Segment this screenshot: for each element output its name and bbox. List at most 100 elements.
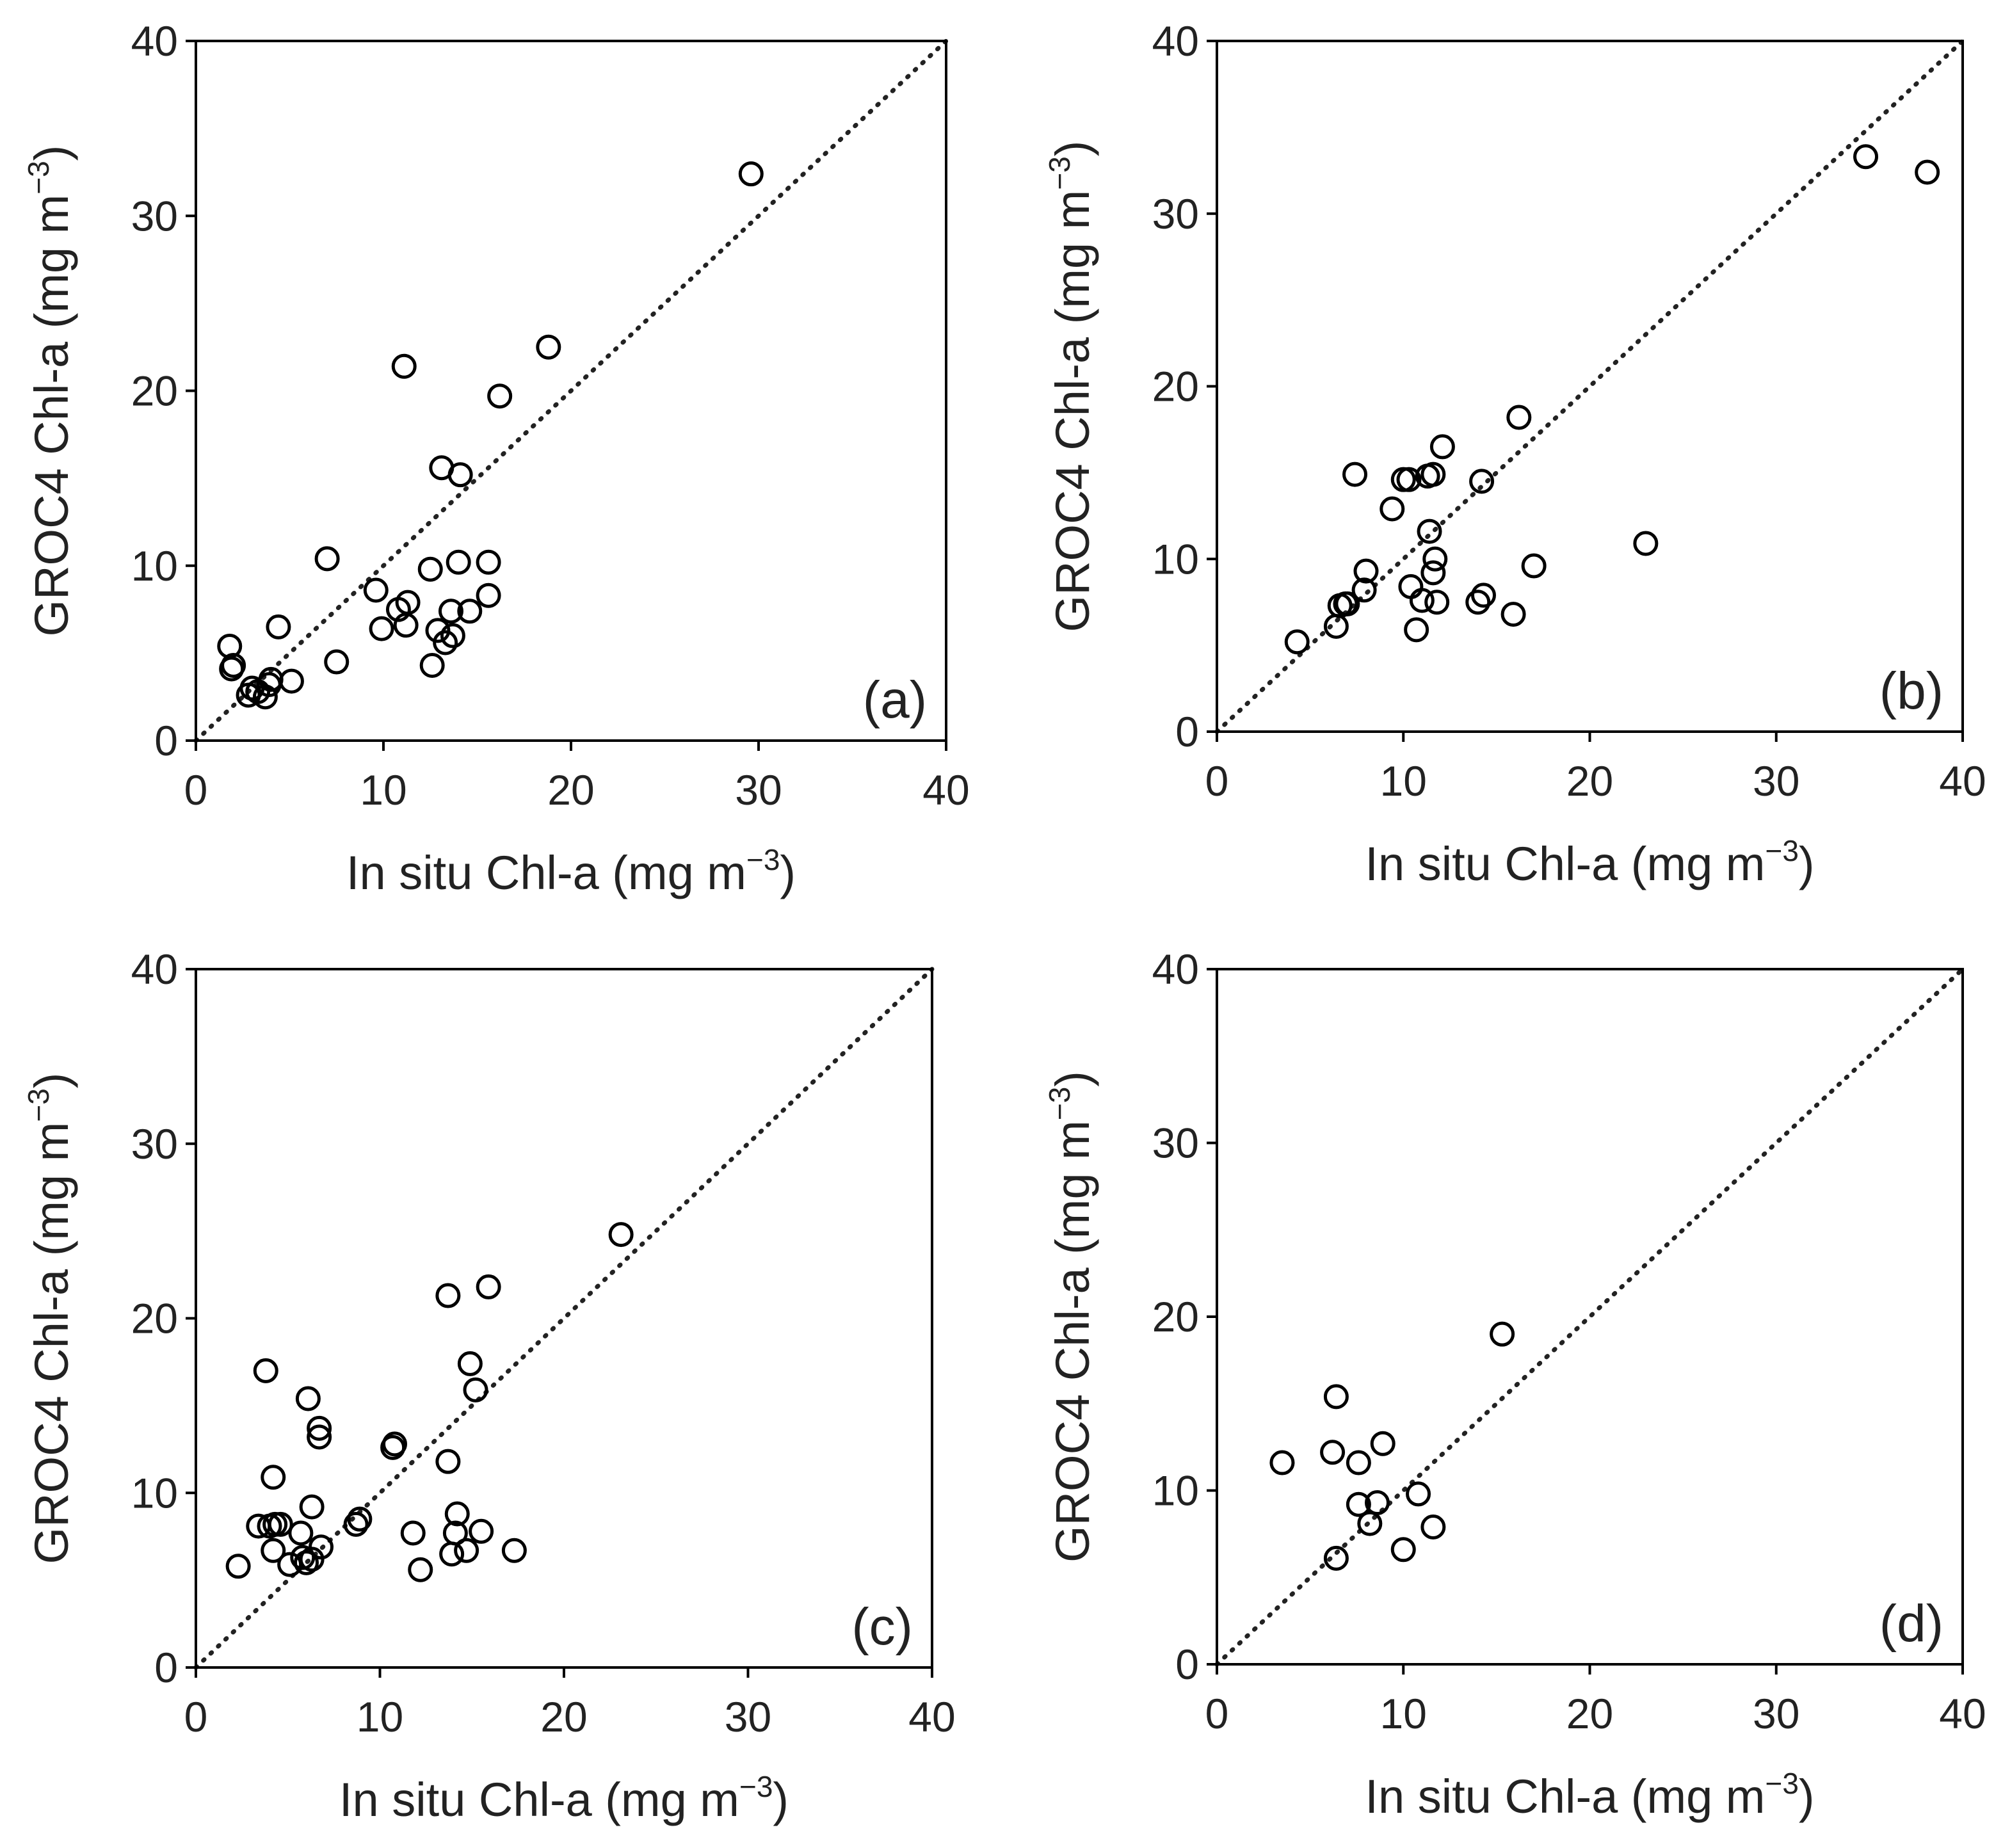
data-point (221, 653, 246, 679)
x-tick-label: 40 (1939, 1690, 1986, 1737)
data-point (476, 549, 501, 575)
x-tick-label: 0 (1205, 1690, 1229, 1737)
data-point (307, 1424, 332, 1450)
data-point (400, 1520, 426, 1546)
y-tick-label: 10 (1152, 1467, 1199, 1515)
data-point (1333, 591, 1358, 616)
data-point (408, 1557, 433, 1582)
y-tick-label: 0 (154, 1644, 178, 1691)
data-point (225, 1554, 251, 1579)
data-point (457, 1351, 483, 1376)
x-tick-label: 20 (1566, 1690, 1613, 1737)
data-point (1470, 583, 1496, 608)
data-point (1409, 588, 1435, 613)
y-tick-label: 30 (131, 192, 178, 239)
one-to-one-line (193, 38, 949, 743)
y-tick-label: 20 (1152, 1293, 1199, 1340)
data-point (380, 1434, 406, 1460)
data-point (476, 1274, 501, 1299)
data-point (1396, 467, 1422, 492)
data-point (608, 1222, 634, 1248)
data-point (1406, 1481, 1431, 1507)
data-point (1370, 1431, 1396, 1456)
data-point (1417, 518, 1442, 544)
data-point (1500, 602, 1526, 627)
data-point (1420, 560, 1446, 586)
data-point (439, 1541, 465, 1567)
y-tick-label: 40 (1152, 17, 1199, 65)
y-axis-title: GROC4 Chl-a (mg m−3) (1043, 1071, 1099, 1563)
one-to-one-line (1214, 967, 1965, 1667)
x-tick-label: 30 (735, 766, 782, 814)
data-point (1320, 1440, 1346, 1465)
x-tick-label: 0 (184, 1693, 208, 1740)
y-axis-title: GROC4 Chl-a (mg m−3) (22, 145, 78, 637)
x-axis-title: In situ Chl-a (mg m−3) (1365, 834, 1814, 890)
data-point (393, 613, 419, 638)
x-axis-title: In situ Chl-a (mg m−3) (1365, 1767, 1814, 1823)
y-tick-label: 40 (1152, 945, 1199, 993)
data-point (454, 1538, 479, 1563)
one-to-one-line (193, 967, 935, 1670)
data-point (278, 668, 304, 694)
panel-label: (b) (1879, 662, 1943, 720)
data-point (299, 1494, 325, 1520)
x-tick-label: 40 (908, 1693, 955, 1740)
data-point (457, 599, 483, 624)
data-point (476, 583, 501, 608)
data-point (536, 334, 561, 360)
scatter-panel-1: 0 10 20 30 40 0 10 20 30 40 (a) In situ Chl-a (mg m… (22, 17, 970, 899)
data-point (309, 1534, 334, 1560)
data-point (1915, 159, 1940, 185)
data-point (1420, 462, 1446, 487)
data-point (1633, 531, 1659, 556)
data-point (487, 383, 513, 409)
x-axis-title: In situ Chl-a (mg m−3) (346, 843, 796, 899)
data-point (1346, 1491, 1371, 1517)
y-tick-label: 30 (1152, 1120, 1199, 1167)
data-point (1269, 1450, 1295, 1475)
x-tick-label: 40 (922, 766, 969, 814)
data-point (440, 623, 465, 648)
data-point (268, 1511, 293, 1537)
data-point (307, 1415, 332, 1441)
data-point (417, 556, 443, 582)
panel-label: (a) (863, 671, 927, 729)
panel-label: (c) (851, 1598, 913, 1656)
data-point (419, 653, 445, 679)
data-point (433, 630, 458, 655)
data-point (266, 614, 291, 639)
x-tick-label: 30 (1753, 1690, 1799, 1737)
scatter-panel-2: 0 10 20 30 40 0 10 20 30 40 (b) In situ Chl-a (mg m… (1043, 17, 1986, 890)
y-tick-label: 30 (131, 1120, 178, 1168)
data-point (236, 682, 261, 708)
data-point (435, 1283, 461, 1308)
data-point (738, 161, 764, 187)
data-point (1422, 546, 1448, 572)
data-point (1465, 590, 1491, 615)
x-tick-label: 30 (1753, 757, 1799, 805)
y-tick-label: 0 (154, 717, 178, 764)
x-tick-label: 0 (184, 766, 208, 814)
x-tick-label: 20 (540, 1693, 587, 1740)
data-point (1521, 553, 1547, 579)
x-tick-label: 30 (725, 1693, 771, 1740)
y-tick-label: 0 (1175, 1641, 1199, 1688)
data-point (1490, 1321, 1515, 1347)
data-point (1853, 144, 1879, 170)
x-tick-label: 0 (1205, 757, 1229, 805)
y-axis-title: GROC4 Chl-a (mg m−3) (22, 1073, 78, 1564)
y-tick-label: 40 (131, 945, 178, 993)
data-point (294, 1550, 319, 1575)
data-point (347, 1506, 373, 1532)
data-point (1424, 590, 1450, 615)
data-point (1429, 434, 1455, 460)
x-tick-label: 40 (1939, 757, 1986, 805)
data-point (1323, 1545, 1349, 1571)
panel-label: (d) (1879, 1595, 1943, 1653)
data-point (1323, 613, 1349, 639)
y-tick-label: 0 (1175, 708, 1199, 755)
x-tick-label: 20 (547, 766, 594, 814)
data-point (261, 1465, 286, 1490)
data-point (1351, 577, 1377, 603)
